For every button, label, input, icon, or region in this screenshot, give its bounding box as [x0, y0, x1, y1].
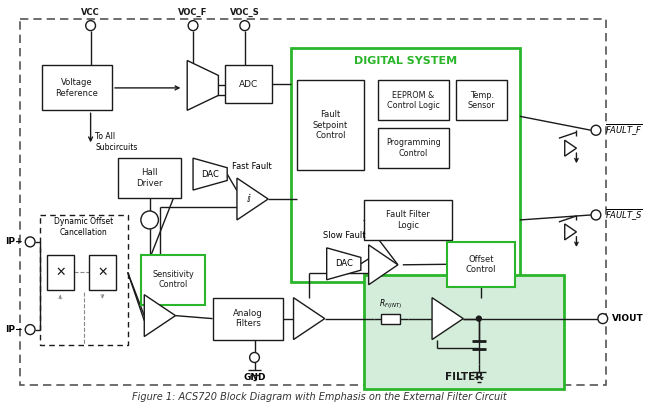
Text: DIGITAL SYSTEM: DIGITAL SYSTEM	[354, 56, 457, 67]
Text: Programming
Control: Programming Control	[386, 139, 441, 158]
Text: DAC: DAC	[202, 170, 219, 179]
Text: ✕: ✕	[97, 266, 107, 279]
Text: IP−: IP−	[5, 325, 22, 334]
Bar	[378, 81, 448, 120]
Bar	[381, 314, 400, 323]
Bar	[291, 48, 520, 282]
Text: VOC_S: VOC_S	[230, 7, 259, 16]
Bar	[42, 65, 112, 110]
Bar	[141, 255, 205, 305]
Polygon shape	[369, 245, 398, 285]
Text: GND: GND	[243, 374, 266, 382]
Text: VOC_F: VOC_F	[178, 7, 208, 16]
Text: ↓: ↓	[146, 217, 153, 227]
Circle shape	[598, 314, 608, 323]
Circle shape	[591, 210, 601, 220]
Text: VIOUT: VIOUT	[612, 314, 644, 323]
Polygon shape	[327, 248, 361, 280]
Text: Figure 1: ACS720 Block Diagram with Emphasis on the External Filter Circuit: Figure 1: ACS720 Block Diagram with Emph…	[133, 393, 507, 402]
Bar	[213, 298, 283, 339]
Text: ⅈ: ⅈ	[247, 194, 251, 204]
Text: $\overline{FAULT\_F}$: $\overline{FAULT\_F}$	[604, 122, 642, 138]
Text: Fast Fault: Fast Fault	[232, 162, 272, 171]
Circle shape	[250, 353, 259, 363]
Bar	[20, 18, 606, 386]
Polygon shape	[565, 224, 577, 240]
Circle shape	[240, 21, 250, 30]
Bar	[226, 65, 272, 103]
Bar	[298, 81, 364, 170]
Circle shape	[141, 211, 159, 229]
Text: Sensitivity
Control: Sensitivity Control	[152, 270, 194, 289]
Text: ADC: ADC	[239, 80, 258, 89]
Text: EEPROM &
Control Logic: EEPROM & Control Logic	[387, 91, 440, 110]
Bar	[456, 81, 507, 120]
Text: Analog
Filters: Analog Filters	[233, 309, 263, 328]
Text: ✕: ✕	[55, 266, 66, 279]
Bar	[364, 200, 452, 240]
Polygon shape	[432, 298, 463, 339]
Polygon shape	[294, 298, 325, 339]
Text: To All
Subcircuits: To All Subcircuits	[96, 132, 138, 152]
Text: Temp.
Sensor: Temp. Sensor	[468, 91, 495, 110]
Polygon shape	[565, 140, 577, 156]
Text: Dynamic Offset
Cancellation: Dynamic Offset Cancellation	[54, 217, 113, 237]
Text: Fault Filter
Logic: Fault Filter Logic	[385, 210, 430, 230]
Text: Hall
Driver: Hall Driver	[136, 169, 163, 188]
Circle shape	[25, 325, 35, 335]
Text: VCC: VCC	[81, 8, 100, 16]
Bar	[447, 242, 515, 287]
Bar	[378, 128, 448, 168]
Bar	[47, 255, 74, 290]
Text: $R_{F(INT)}$: $R_{F(INT)}$	[379, 297, 402, 311]
Text: Slow Fault: Slow Fault	[322, 231, 365, 240]
Text: IP+: IP+	[5, 238, 22, 246]
Text: Voltage
Reference: Voltage Reference	[55, 78, 98, 97]
Bar	[364, 275, 564, 389]
Polygon shape	[187, 60, 218, 110]
Text: DAC: DAC	[335, 259, 353, 268]
Text: $\overline{FAULT\_S}$: $\overline{FAULT\_S}$	[604, 207, 643, 223]
Polygon shape	[193, 158, 227, 190]
Text: FILTER: FILTER	[445, 372, 483, 382]
Circle shape	[25, 237, 35, 247]
Polygon shape	[144, 295, 176, 337]
Text: Offset
Control: Offset Control	[465, 254, 496, 274]
Polygon shape	[237, 178, 268, 220]
Circle shape	[188, 21, 198, 30]
Text: Fault
Setpoint
Control: Fault Setpoint Control	[313, 111, 348, 140]
Bar	[88, 255, 116, 290]
Bar	[118, 158, 181, 198]
Circle shape	[591, 125, 601, 135]
Bar	[40, 215, 127, 344]
Circle shape	[86, 21, 96, 30]
Circle shape	[476, 316, 481, 321]
